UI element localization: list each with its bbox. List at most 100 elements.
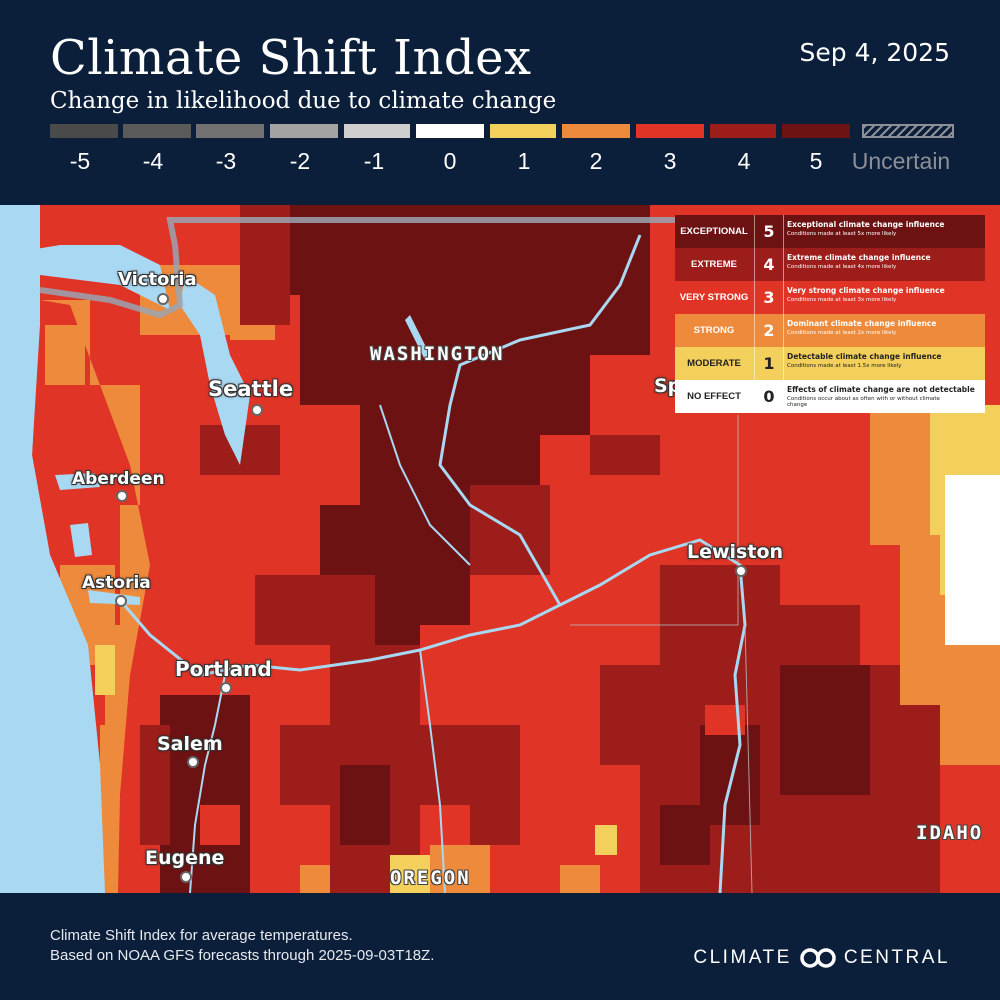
idaho-exceptional-3 — [660, 805, 710, 865]
wa-id-border — [570, 415, 739, 626]
scale-label-3: 3 — [663, 148, 677, 174]
legend-title: Dominant climate change influence — [787, 319, 937, 328]
legend-name: MODERATE — [687, 358, 741, 369]
legend-value: 1 — [763, 354, 775, 373]
columbia-mouth — [88, 590, 140, 605]
forecast-date: Sep 4, 2025 — [799, 38, 951, 67]
scale-swatch-neg5 — [50, 124, 118, 138]
page-title: Climate Shift Index — [50, 30, 532, 86]
scale-swatch-4 — [710, 124, 776, 138]
legend-name: STRONG — [693, 325, 735, 336]
scale-label-neg2: -2 — [289, 148, 311, 174]
puget-sound — [180, 275, 250, 465]
scale-swatch-uncertain — [862, 124, 954, 138]
city-dot-astoria[interactable] — [115, 595, 127, 607]
legend-row-exceptional: EXCEPTIONAL 5 Exceptional climate change… — [675, 215, 985, 248]
oregon-strong-1 — [430, 845, 490, 893]
legend-detail: Conditions made at least 4x more likely — [787, 264, 897, 270]
city-dot-seattle[interactable] — [251, 404, 263, 416]
scale-swatch-0 — [416, 124, 484, 138]
city-dot-portland[interactable] — [220, 682, 232, 694]
city-label-spokane-partial: Sp — [654, 375, 682, 397]
city-label-salem: Salem — [157, 733, 223, 755]
scale-swatch-neg4 — [123, 124, 191, 138]
scale-label-4: 4 — [737, 148, 751, 174]
deschutes-river — [419, 649, 446, 893]
scale-label-neg5: -5 — [69, 148, 91, 174]
pacific-ocean — [0, 205, 105, 893]
legend-detail: Conditions made at least 3x more likely — [787, 297, 897, 303]
scale-swatch-neg1 — [344, 124, 410, 138]
legend-name: VERY STRONG — [679, 292, 749, 303]
legend-title: Very strong climate change influence — [787, 286, 945, 295]
scale-label-neg1: -1 — [363, 148, 385, 174]
scale-swatch-neg2 — [270, 124, 338, 138]
city-label-astoria: Astoria — [82, 573, 151, 593]
idaho-exceptional-2 — [780, 665, 870, 795]
yakima-river — [379, 404, 471, 566]
city-label-victoria: Victoria — [118, 269, 197, 290]
strait — [0, 245, 170, 310]
scale-label-neg3: -3 — [215, 148, 237, 174]
willamette-red — [200, 805, 240, 845]
state-label-oregon: OREGON — [390, 867, 471, 889]
header: Climate Shift Index Change in likelihood… — [0, 0, 1000, 205]
extreme-4 — [590, 435, 660, 475]
climate-central-logo[interactable]: CLIMATE CENTRAL — [693, 947, 950, 969]
state-label-idaho: IDAHO — [916, 822, 984, 844]
oregon-strong-2 — [300, 865, 330, 893]
willamette-river — [189, 674, 226, 893]
city-label-portland: Portland — [175, 657, 272, 681]
legend-description: Effects of climate change are not detect… — [787, 385, 983, 408]
legend-title: Exceptional climate change influence — [787, 220, 945, 229]
city-label-seattle: Seattle — [208, 377, 294, 401]
legend-value: 2 — [763, 321, 775, 340]
city-dot-salem[interactable] — [187, 756, 199, 768]
page-subtitle: Change in likelihood due to climate chan… — [50, 88, 557, 114]
legend-description: Exceptional climate change influence Con… — [787, 220, 983, 237]
city-dot-eugene[interactable] — [180, 871, 192, 883]
snake-river — [559, 538, 747, 893]
willamette-extreme — [140, 725, 170, 845]
legend-row-very-strong: VERY STRONG 3 Very strong climate change… — [675, 281, 985, 314]
legend-detail: Conditions made at least 1.5x more likel… — [787, 363, 902, 369]
footer-note-1: Climate Shift Index for average temperat… — [50, 927, 353, 944]
legend-row-moderate: MODERATE 1 Detectable climate change inf… — [675, 347, 985, 380]
scale-swatch-5 — [782, 124, 850, 138]
legend-description: Very strong climate change influence Con… — [787, 286, 983, 303]
city-dot-aberdeen[interactable] — [116, 490, 128, 502]
grays-harbor — [55, 473, 100, 490]
city-dot-lewiston[interactable] — [735, 565, 747, 577]
legend-value: 5 — [763, 222, 775, 241]
legend-title: Extreme climate change influence — [787, 253, 931, 262]
city-dot-victoria[interactable] — [157, 293, 169, 305]
idaho-strong-3 — [940, 645, 1000, 765]
canada-border — [39, 217, 675, 319]
legend-detail: Conditions occur about as often with or … — [787, 396, 940, 408]
scale-swatch-1 — [490, 124, 556, 138]
legend-value: 4 — [763, 255, 775, 274]
central-wa-exceptional — [290, 205, 650, 645]
scale-label-1: 1 — [517, 148, 531, 174]
city-label-lewiston: Lewiston — [687, 541, 784, 563]
brand-text-right: CENTRAL — [843, 947, 950, 968]
legend-divider — [783, 215, 784, 412]
legend-row-strong: STRONG 2 Dominant climate change influen… — [675, 314, 985, 347]
oregon-moderate-1 — [390, 855, 430, 893]
footer-note-2: Based on NOAA GFS forecasts through 2025… — [50, 947, 435, 964]
legend-description: Detectable climate change influence Cond… — [787, 352, 983, 369]
idaho-red-2 — [940, 765, 1000, 893]
extreme-2 — [255, 575, 375, 645]
legend-value: 3 — [763, 288, 775, 307]
legend-name: EXTREME — [691, 259, 737, 270]
oregon-strong-3 — [560, 865, 600, 893]
city-label-eugene: Eugene — [145, 847, 225, 869]
scale-label-2: 2 — [589, 148, 603, 174]
legend-title: Detectable climate change influence — [787, 352, 942, 361]
legend-detail: Conditions made at least 2x more likely — [787, 330, 897, 336]
extreme-1 — [240, 205, 290, 325]
legend-detail: Conditions made at least 5x more likely — [787, 231, 897, 237]
coast-moderate — [95, 645, 115, 695]
category-legend: EXCEPTIONAL 5 Exceptional climate change… — [675, 215, 985, 413]
cascade-exceptional — [340, 765, 390, 845]
